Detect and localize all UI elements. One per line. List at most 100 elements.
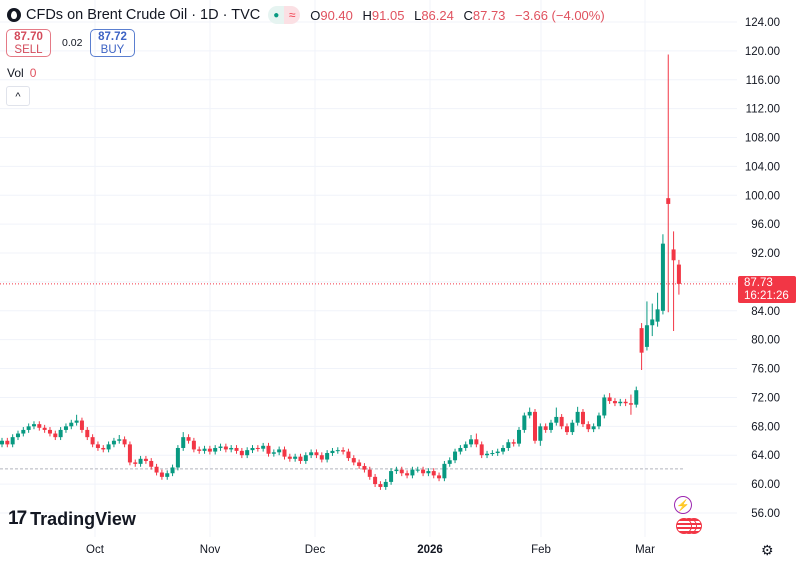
candle-body <box>463 444 468 448</box>
candle-body <box>607 397 612 402</box>
candle-body <box>122 439 127 445</box>
legend-header: CFDs on Brent Crude Oil · 1D · TVC ● ≈ O… <box>7 6 611 24</box>
candle-body <box>42 427 47 430</box>
sell-label: SELL <box>14 44 43 56</box>
candle-body <box>303 455 308 461</box>
ohlc-values: O90.40 H91.05 L86.24 C87.73 −3.66 (−4.00… <box>310 8 610 23</box>
market-status-pill[interactable]: ● ≈ <box>268 6 301 24</box>
candle-body <box>85 429 90 438</box>
us-flag-icon[interactable] <box>676 518 692 534</box>
candle-body <box>437 475 442 479</box>
open-label: O <box>310 7 321 23</box>
candle-body <box>15 433 20 438</box>
candle-body <box>357 462 362 467</box>
candle-body <box>671 249 676 261</box>
candle-body <box>431 471 436 476</box>
candle-body <box>250 447 255 451</box>
tradingview-mark-icon: 17 <box>8 508 27 529</box>
candle-body <box>101 447 106 450</box>
candle-body <box>655 309 660 322</box>
settings-gear-icon[interactable]: ⚙ <box>761 542 774 558</box>
candle-body <box>570 422 575 433</box>
candle-body <box>111 440 116 445</box>
candle-body <box>399 469 404 474</box>
oil-drop-icon <box>7 8 21 22</box>
tradingview-logo[interactable]: 17 TradingView <box>8 508 136 530</box>
sell-button[interactable]: 87.70 SELL <box>6 29 51 57</box>
candle-body <box>410 469 415 476</box>
candle-body <box>223 446 228 450</box>
y-tick-label: 112.00 <box>746 104 780 116</box>
candle-body <box>170 467 175 474</box>
candle-body <box>554 416 559 423</box>
candle-body <box>239 450 244 456</box>
candle-body <box>634 390 639 405</box>
candle-body <box>37 424 42 428</box>
x-tick-label: Dec <box>305 544 326 556</box>
candle-body <box>660 243 665 311</box>
candle-body <box>612 401 617 404</box>
high-label: H <box>362 7 372 23</box>
candle-body <box>47 429 52 434</box>
candle-body <box>580 411 585 425</box>
candle-body <box>458 447 463 452</box>
candle-body <box>106 444 111 450</box>
candle-body <box>559 416 564 427</box>
candle-body <box>602 397 607 416</box>
candle-body <box>373 476 378 485</box>
candle-body <box>138 458 143 464</box>
y-tick-label: 96.00 <box>751 219 780 231</box>
x-tick-label: Mar <box>635 544 655 556</box>
candle-body <box>255 447 260 449</box>
y-tick-label: 76.00 <box>751 364 780 376</box>
y-tick-label: 108.00 <box>745 133 780 145</box>
candle-body <box>21 429 26 434</box>
candle-body <box>485 453 490 456</box>
buy-button[interactable]: 87.72 BUY <box>90 29 135 57</box>
candle-body <box>426 471 431 474</box>
spread-value: 0.02 <box>62 37 83 49</box>
candle-body <box>309 452 314 456</box>
x-tick-label: Feb <box>531 544 551 556</box>
volume-value: 0 <box>29 66 37 80</box>
volume-label: Vol <box>7 66 24 80</box>
candle-body <box>90 437 95 445</box>
symbol-title[interactable]: CFDs on Brent Crude Oil · 1D · TVC <box>26 7 261 23</box>
candle-body <box>165 473 170 477</box>
candle-body <box>533 411 537 441</box>
y-tick-label: 72.00 <box>751 392 780 404</box>
candle-body <box>207 448 212 452</box>
candle-body <box>213 447 218 452</box>
candle-body <box>271 452 276 454</box>
candle-body <box>53 433 58 438</box>
y-tick-label: 120.00 <box>745 46 780 58</box>
x-tick-label: Oct <box>86 544 105 556</box>
candle-body <box>234 447 239 451</box>
y-tick-label: 116.00 <box>746 75 780 87</box>
lightning-icon[interactable]: ⚡ <box>674 496 692 514</box>
volume-legend: Vol 0 <box>7 66 36 80</box>
y-tick-label: 60.00 <box>751 479 780 491</box>
candle-body <box>127 444 132 463</box>
buy-label: BUY <box>100 44 125 56</box>
open-value: 90.40 <box>320 7 353 23</box>
y-tick-label: 68.00 <box>751 421 780 433</box>
candle-body <box>335 450 340 452</box>
candle-body <box>548 422 553 430</box>
market-open-dot-icon: ● <box>268 6 285 24</box>
collapse-legend-button[interactable]: ^ <box>6 86 30 106</box>
candle-body <box>346 451 351 459</box>
candle-body <box>330 450 335 454</box>
candle-body <box>495 451 500 454</box>
high-value: 91.05 <box>371 7 405 23</box>
candle-body <box>202 448 207 451</box>
last-price-label: 87.73 16:21:26 <box>738 276 796 303</box>
candle-body <box>175 447 180 468</box>
candle-body <box>154 466 159 473</box>
close-value: 87.73 <box>472 7 506 23</box>
y-tick-label: 124.00 <box>745 17 780 29</box>
candle-body <box>522 415 527 430</box>
candle-body <box>575 411 580 423</box>
candle-body <box>229 447 234 450</box>
